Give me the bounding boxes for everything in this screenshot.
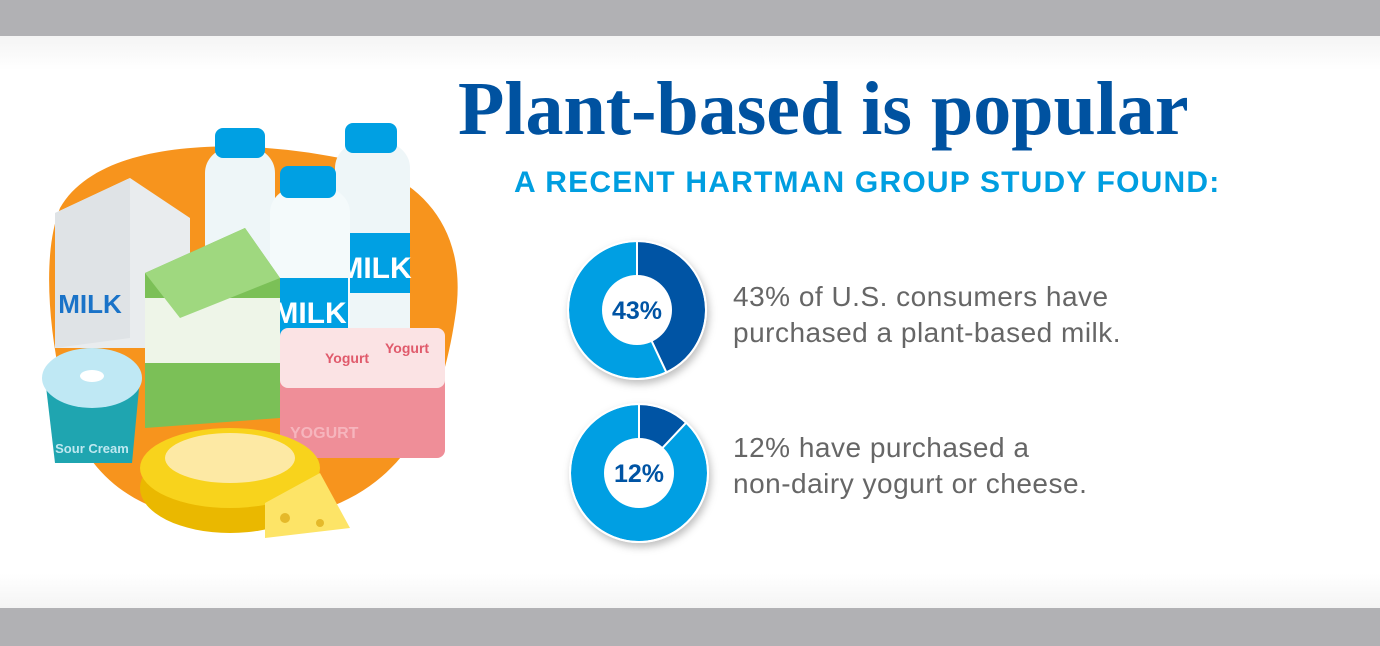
- milk-label: MILK: [273, 297, 347, 330]
- donut-chart-yogurt-cheese: 12%: [569, 402, 709, 543]
- milk-bottles: MILK MILK: [205, 123, 412, 388]
- yogurt-side-label: YOGURT: [290, 425, 359, 442]
- milk-label: MILK: [338, 252, 412, 285]
- cheese-wheel: [140, 428, 350, 538]
- stat-yogurt-cheese: 12% have purchased a non-dairy yogurt or…: [733, 430, 1087, 502]
- top-frame-bar: [0, 0, 1380, 36]
- page-title: Plant-based is popular: [458, 67, 1189, 151]
- yogurt-label: Yogurt: [325, 350, 369, 366]
- stat-line: 43% of U.S. consumers have: [733, 281, 1109, 312]
- donut-center-label: 43%: [612, 297, 662, 325]
- sour-cream-label: Sour Cream: [55, 441, 129, 456]
- bottom-frame-bar: [0, 608, 1380, 646]
- subtitle: A RECENT HARTMAN GROUP STUDY FOUND:: [514, 166, 1221, 199]
- donut-hole: [602, 275, 672, 345]
- sour-cream-cup: Sour Cream: [42, 348, 142, 463]
- stat-line: 12% have purchased a: [733, 432, 1030, 463]
- donut-outline: [567, 240, 707, 380]
- donut-center-label: 12%: [614, 460, 664, 488]
- dairy-products-illustration: MILK MILK MILK Sour Cream Yogurt Yogurt …: [42, 123, 458, 538]
- stat-line: purchased a plant-based milk.: [733, 317, 1122, 348]
- donut-outline: [569, 403, 709, 543]
- yogurt-label: Yogurt: [385, 340, 429, 356]
- yogurt-cups: Yogurt Yogurt YOGURT: [280, 328, 445, 458]
- green-carton: [145, 228, 280, 428]
- milk-label: MILK: [58, 289, 122, 319]
- stat-milk: 43% of U.S. consumers have purchased a p…: [733, 279, 1121, 351]
- stat-line: non-dairy yogurt or cheese.: [733, 468, 1088, 499]
- donut-hole: [604, 438, 674, 508]
- donut-chart-milk: 43%: [567, 239, 707, 380]
